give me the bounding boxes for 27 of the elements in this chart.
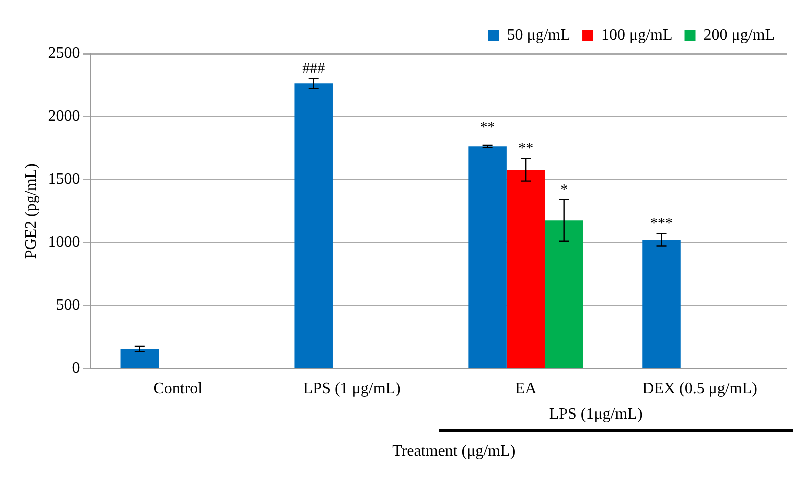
bar bbox=[506, 170, 546, 368]
y-tick-label: 2000 bbox=[48, 108, 80, 126]
x-axis-title: Treatment (μg/mL) bbox=[392, 443, 516, 460]
bar bbox=[120, 349, 160, 368]
bar bbox=[294, 84, 333, 368]
annotation: ### bbox=[302, 60, 326, 77]
legend-label: 50 μg/mL bbox=[507, 27, 571, 44]
annotation: *** bbox=[650, 216, 674, 232]
y-tick-label: 500 bbox=[56, 297, 80, 314]
x-tick-label: DEX (0.5 μg/mL) bbox=[642, 380, 758, 398]
y-tick-label: 1500 bbox=[48, 171, 80, 188]
y-tick-label: 2500 bbox=[48, 45, 80, 62]
annotation: * bbox=[560, 182, 568, 198]
x-tick-label: LPS (1 μg/mL) bbox=[303, 380, 401, 398]
legend-label: 200 μg/mL bbox=[704, 27, 776, 44]
annotation: ** bbox=[480, 120, 496, 136]
bar bbox=[545, 220, 584, 368]
x-tick-label: Control bbox=[154, 380, 204, 398]
y-tick-label: 0 bbox=[72, 360, 80, 378]
bar bbox=[468, 146, 507, 368]
y-axis-title: PGE2 (pg/mL) bbox=[22, 164, 40, 260]
x-tick-label: EA bbox=[515, 380, 538, 398]
legend-label: 100 μg/mL bbox=[602, 27, 673, 44]
bar bbox=[642, 240, 681, 368]
y-tick-label: 1000 bbox=[48, 234, 80, 252]
text: LPS (1μg/mL) bbox=[549, 406, 643, 424]
annotation: ** bbox=[518, 141, 534, 158]
